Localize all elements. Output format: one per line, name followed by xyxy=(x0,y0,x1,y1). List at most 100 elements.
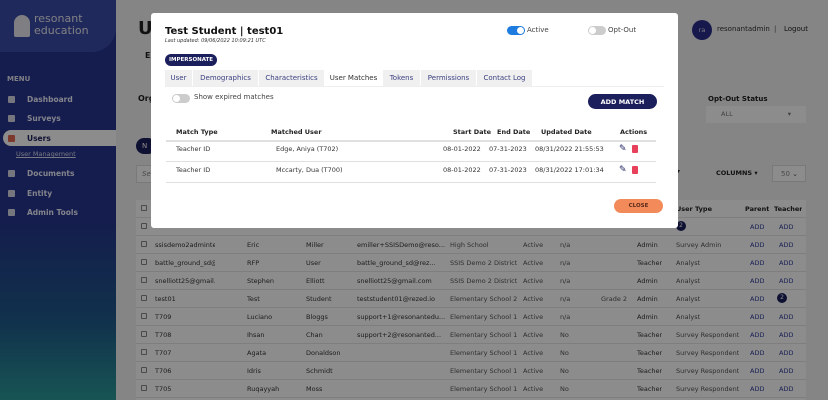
cell-username: test01 xyxy=(155,295,176,303)
cell-email: emiller+SSISDemo@reso... xyxy=(357,241,445,249)
cell-username: T707 xyxy=(155,349,172,357)
row-checkbox[interactable] xyxy=(141,349,147,355)
avatar[interactable]: ra xyxy=(692,20,712,40)
add-parent-link[interactable]: ADD xyxy=(750,313,765,321)
add-parent-link[interactable]: ADD xyxy=(750,331,765,339)
page-title: U xyxy=(138,18,153,39)
header-teacher[interactable]: Teacher xyxy=(774,205,803,213)
opt-out-status-select[interactable]: ALL ▾ xyxy=(706,106,806,123)
cell-status: Active xyxy=(523,331,544,339)
tab-user[interactable]: User xyxy=(165,70,193,86)
active-toggle[interactable] xyxy=(507,26,525,35)
table-row: test01 Test Student teststudent01@rezed.io E… xyxy=(136,290,806,308)
row-checkbox[interactable] xyxy=(141,277,147,283)
cell-email: support+1@resonantedu... xyxy=(357,313,445,321)
row-checkbox[interactable] xyxy=(141,241,147,247)
cell-type: Survey Respondent xyxy=(676,331,740,339)
col-updated-date: Updated Date xyxy=(541,128,592,136)
add-teacher-link[interactable]: ADD xyxy=(779,367,794,375)
cell-role: Teacher xyxy=(637,259,663,267)
teacher-count-badge[interactable]: 2 xyxy=(777,293,787,303)
col-actions: Actions xyxy=(620,128,648,136)
sidebar: resonant education MENU Dashboard Surveys… xyxy=(0,0,116,400)
cell-role: Admin xyxy=(637,313,658,321)
add-match-button[interactable]: ADD MATCH xyxy=(588,94,657,109)
tab-characteristics[interactable]: Characteristics xyxy=(259,70,325,86)
cell-first: Stephen xyxy=(247,277,275,285)
add-parent-link[interactable]: ADD xyxy=(750,241,765,249)
cell-username: T705 xyxy=(155,385,172,393)
row-checkbox[interactable] xyxy=(141,331,147,337)
add-parent-link[interactable]: ADD xyxy=(750,385,765,393)
row-checkbox[interactable] xyxy=(141,385,147,391)
row-checkbox[interactable] xyxy=(141,223,147,229)
cell-first: Ihsan xyxy=(247,331,265,339)
tab-demographics[interactable]: Demographics xyxy=(193,70,259,86)
delete-trash-icon[interactable] xyxy=(632,145,638,153)
cell-username: ssisdemo2admintest xyxy=(155,241,215,249)
add-teacher-link[interactable]: ADD xyxy=(779,277,794,285)
add-teacher-link[interactable]: ADD xyxy=(779,385,794,393)
add-teacher-link[interactable]: ADD xyxy=(779,241,794,249)
logout-link[interactable]: Logout xyxy=(784,25,808,33)
logo-icon xyxy=(14,15,30,37)
updated-date: 08/31/2022 21:55:53 xyxy=(535,145,604,153)
cell-first: Ruqayyah xyxy=(247,385,280,393)
add-parent-link[interactable]: ADD xyxy=(750,349,765,357)
cell-type: Analyst xyxy=(676,313,701,321)
header-user-type[interactable]: User Type xyxy=(676,205,712,213)
edit-pencil-icon[interactable]: ✎ xyxy=(619,165,627,175)
cell-role: Teacher xyxy=(637,349,663,357)
row-checkbox[interactable] xyxy=(141,367,147,373)
tab-contact-log[interactable]: Contact Log xyxy=(477,70,533,86)
row-checkbox[interactable] xyxy=(141,259,147,265)
table-row: battle_ground_sd@rez... RFP User battle_gro… xyxy=(136,254,806,272)
add-parent-link[interactable]: ADD xyxy=(750,367,765,375)
updated-date: 08/31/2022 17:01:34 xyxy=(535,166,604,174)
add-parent-link[interactable]: ADD xyxy=(750,277,765,285)
add-parent-link[interactable]: ADD xyxy=(750,223,765,231)
close-button[interactable]: CLOSE xyxy=(614,199,663,213)
user-modal: Test Student | test01 Last updated: 09/0… xyxy=(151,13,678,228)
cell-org: Elementary School 1 xyxy=(450,349,518,357)
select-all-checkbox[interactable] xyxy=(141,205,147,211)
sidebar-item-surveys[interactable]: Surveys xyxy=(3,110,116,126)
col-start-date: Start Date xyxy=(453,128,492,136)
col-match-type: Match Type xyxy=(176,128,218,136)
opt-out-toggle[interactable] xyxy=(588,26,606,35)
chevron-down-icon[interactable]: ▾ xyxy=(677,168,681,175)
add-teacher-link[interactable]: ADD xyxy=(779,313,794,321)
count-badge[interactable]: 2 xyxy=(676,221,686,231)
tab-tokens[interactable]: Tokens xyxy=(383,70,421,86)
table-row: ssisdemo2admintest Eric Miller emiller+SSIS… xyxy=(136,236,806,254)
add-teacher-link[interactable]: ADD xyxy=(779,331,794,339)
add-teacher-link[interactable]: ADD xyxy=(779,223,794,231)
impersonate-button[interactable]: IMPERSONATE xyxy=(165,54,217,66)
tab-user-matches[interactable]: User Matches xyxy=(325,70,383,86)
row-checkbox[interactable] xyxy=(141,313,147,319)
add-parent-link[interactable]: ADD xyxy=(750,295,765,303)
columns-button[interactable]: COLUMNS ▾ xyxy=(716,169,758,177)
sidebar-item-admin-tools[interactable]: Admin Tools xyxy=(3,204,116,220)
cell-username: T708 xyxy=(155,331,172,339)
header-parent[interactable]: Parent xyxy=(745,205,770,213)
wrench-icon xyxy=(8,208,15,216)
entity-icon xyxy=(8,189,15,197)
delete-trash-icon[interactable] xyxy=(632,166,638,174)
tab-permissions[interactable]: Permissions xyxy=(421,70,477,86)
cell-optout: n/a xyxy=(560,295,571,303)
sidebar-item-entity[interactable]: Entity xyxy=(3,185,116,201)
add-teacher-link[interactable]: ADD xyxy=(779,259,794,267)
edit-pencil-icon[interactable]: ✎ xyxy=(619,144,627,154)
add-parent-link[interactable]: ADD xyxy=(750,259,765,267)
sidebar-item-dashboard[interactable]: Dashboard xyxy=(3,91,116,107)
sidebar-subitem-user-management[interactable]: User Management xyxy=(16,150,76,158)
row-checkbox[interactable] xyxy=(141,295,147,301)
show-expired-toggle[interactable] xyxy=(172,94,190,103)
page-size-select[interactable]: 50 ⌄ xyxy=(772,165,806,182)
sidebar-item-documents[interactable]: Documents xyxy=(3,165,116,181)
cell-type: Analyst xyxy=(676,259,701,267)
add-teacher-link[interactable]: ADD xyxy=(779,349,794,357)
cell-last: Donaldson xyxy=(306,349,341,357)
sidebar-item-users[interactable]: Users xyxy=(3,130,116,146)
